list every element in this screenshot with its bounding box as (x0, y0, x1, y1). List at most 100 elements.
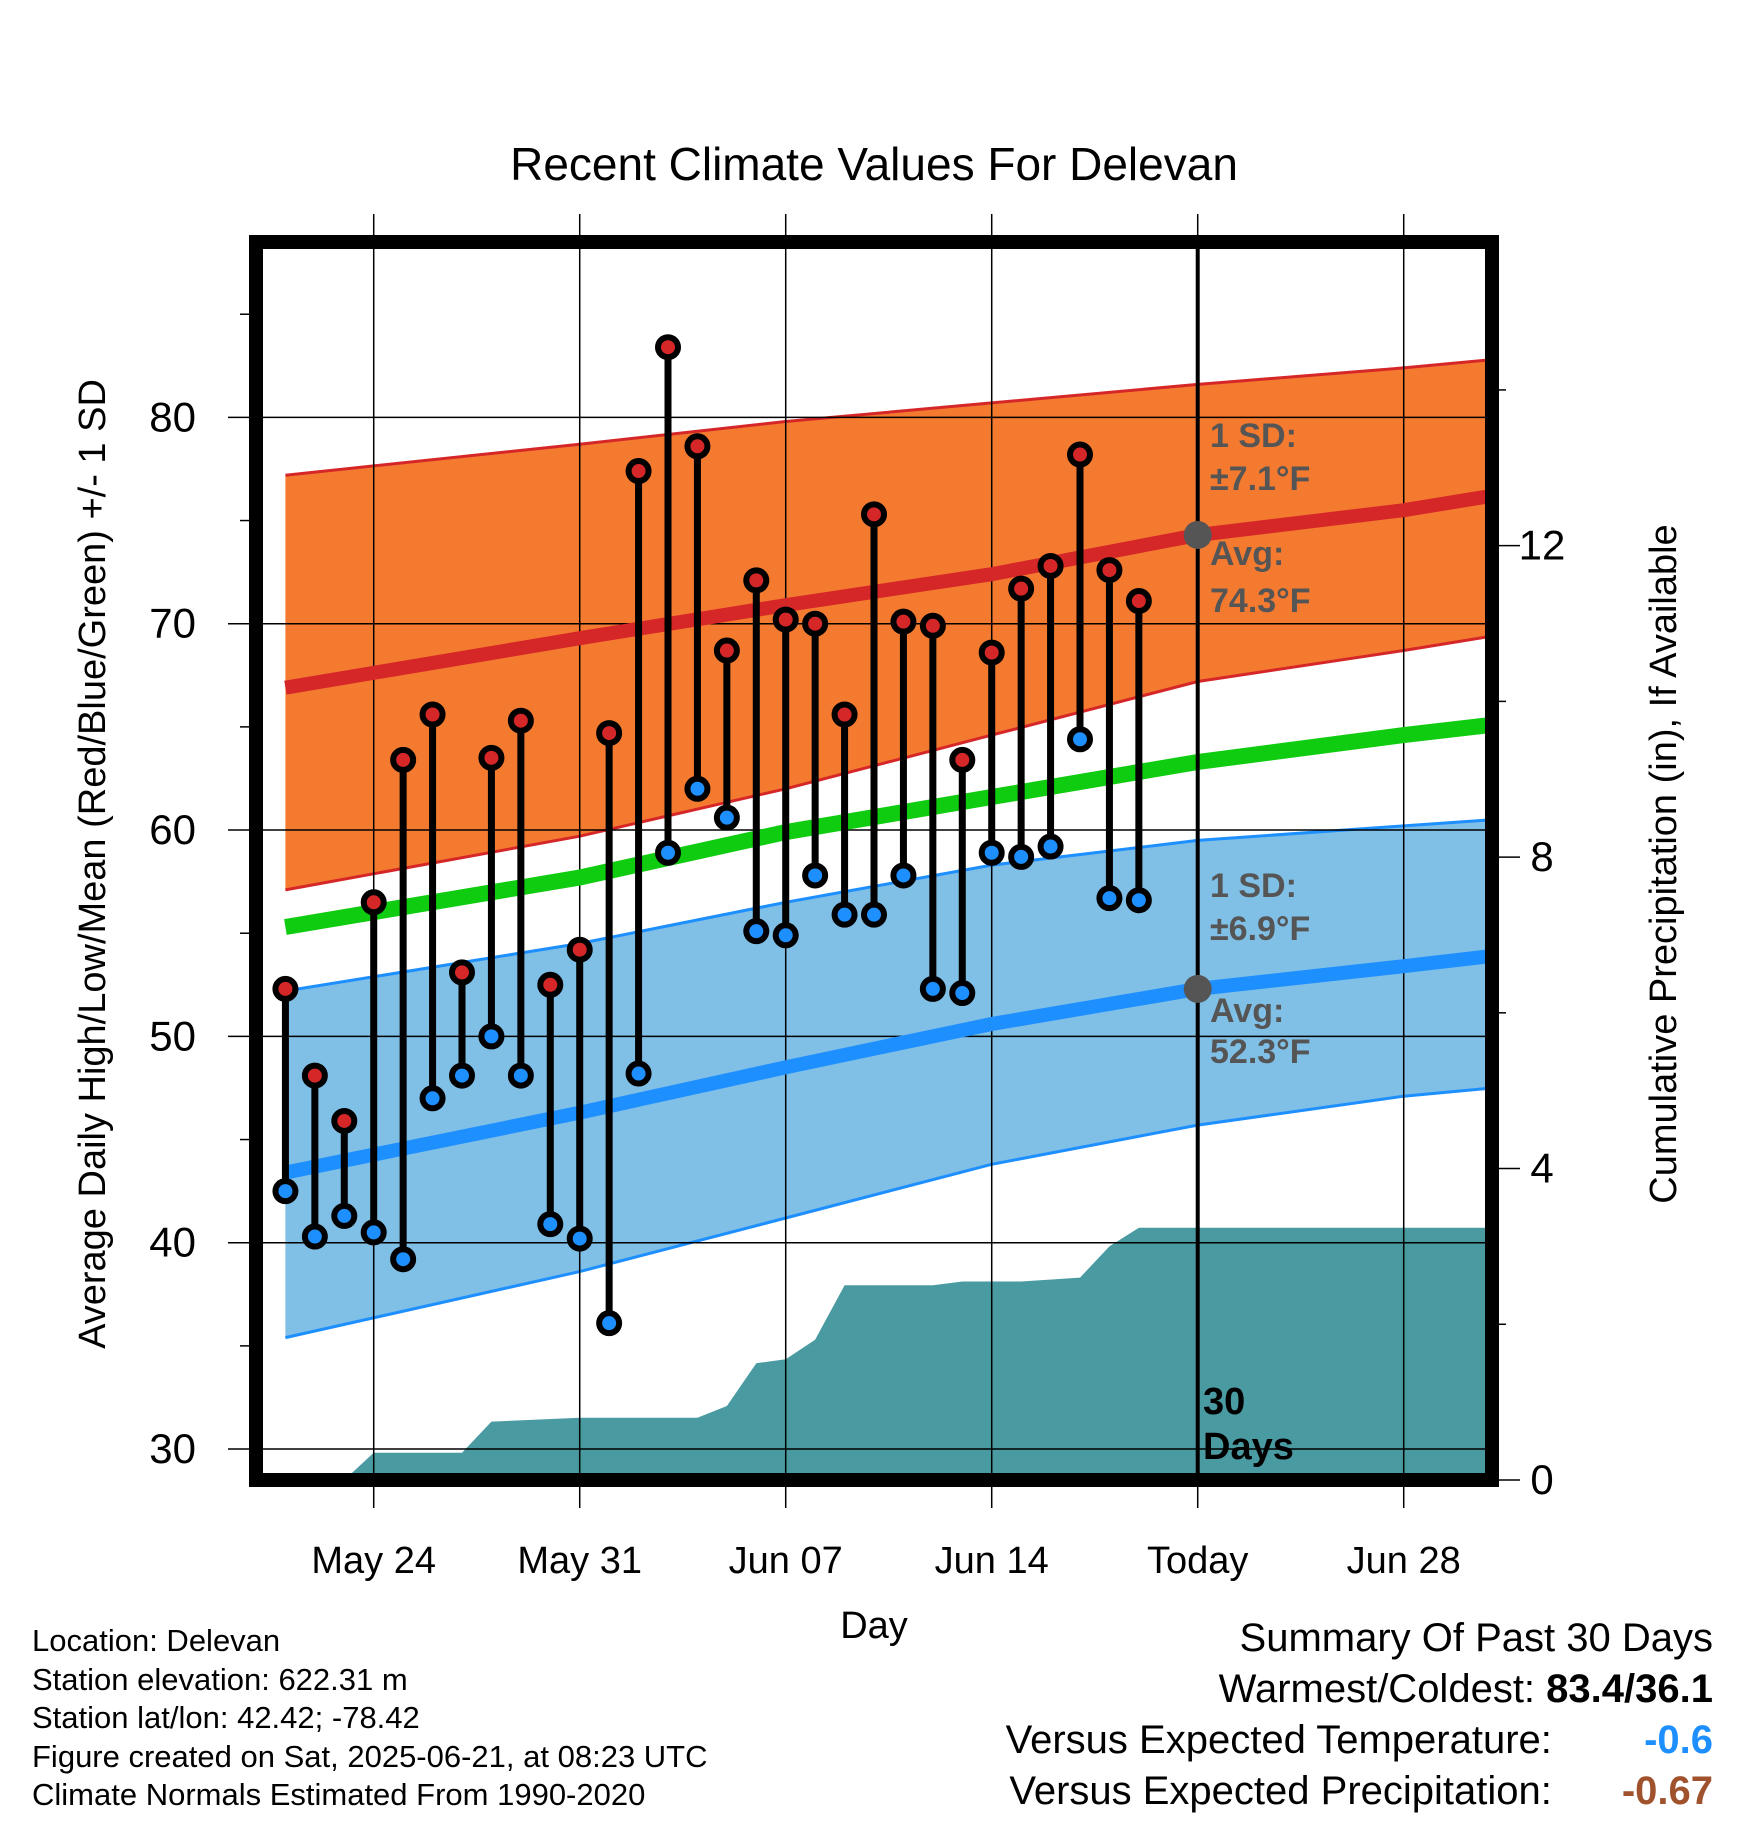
low-point (566, 1225, 593, 1252)
high-sd-value: ±7.1°F (1210, 460, 1310, 498)
y-tick-label: 50 (149, 1012, 196, 1059)
high-point (360, 889, 387, 916)
high-point (566, 936, 593, 963)
low-point (978, 839, 1005, 866)
normal-bands (285, 358, 1492, 1340)
high-point (713, 637, 740, 664)
high-avg-value: 74.3°F (1210, 582, 1311, 620)
high-point (449, 959, 475, 986)
station-metadata: Location: Delevan Station elevation: 622… (32, 1622, 708, 1815)
y-tick-label: 70 (149, 600, 196, 647)
low-point (537, 1211, 564, 1238)
low-point (596, 1310, 623, 1337)
warmest-coldest-label: Warmest/Coldest: (1218, 1667, 1536, 1711)
high-point (743, 567, 770, 594)
high-point (1008, 575, 1035, 602)
low-point (684, 775, 711, 802)
precip-anomaly-label: Versus Expected Precipitation: (1009, 1769, 1552, 1813)
high-point (684, 433, 711, 460)
elevation-text: Station elevation: 622.31 m (32, 1661, 408, 1697)
y2-tick-label: 4 (1530, 1145, 1553, 1192)
low-point (301, 1223, 328, 1250)
high-point (272, 975, 299, 1002)
x-tick-label: Jun 28 (1347, 1540, 1461, 1582)
x-tick-label: May 24 (311, 1540, 436, 1582)
temp-anomaly-value: -0.6 (1644, 1718, 1713, 1762)
y2-axis-title: Cumulative Precipitation (in), If Availa… (1643, 524, 1685, 1203)
high-point (331, 1107, 358, 1134)
x-tick-label: Jun 14 (935, 1540, 1049, 1582)
warmest-coldest-value: 83.4/36.1 (1546, 1667, 1713, 1711)
high-point (1125, 588, 1152, 615)
low-point (625, 1060, 652, 1087)
low-point (360, 1219, 387, 1246)
x-tick-label: May 31 (517, 1540, 642, 1582)
low-sd-value: ±6.9°F (1210, 910, 1310, 948)
created-text: Figure created on Sat, 2025-06-21, at 08… (32, 1738, 708, 1774)
high-point (1037, 552, 1064, 579)
low-point (449, 1062, 475, 1089)
high-point (890, 608, 917, 635)
y-tick-label: 80 (149, 393, 196, 440)
low-point (272, 1178, 299, 1205)
low-point (802, 862, 829, 889)
high-point (949, 746, 976, 773)
high-point (978, 639, 1005, 666)
location-text: Location: Delevan (32, 1623, 281, 1658)
high-point (419, 701, 446, 728)
high-point (919, 612, 946, 639)
high-point (831, 701, 858, 728)
low-point (1125, 887, 1152, 914)
x-tick-label: Jun 07 (729, 1540, 843, 1582)
high-point (802, 610, 829, 637)
low-point (1096, 885, 1123, 912)
today-low-avg-marker (1183, 974, 1212, 1003)
high-avg-label: Avg: (1210, 535, 1284, 573)
observations (272, 334, 1152, 1337)
low-point (419, 1085, 446, 1112)
low-point (390, 1246, 417, 1273)
today-line (1183, 242, 1212, 1480)
y2-tick-label: 8 (1530, 833, 1553, 880)
low-point (1067, 726, 1093, 753)
low-point (713, 804, 740, 831)
high-point (507, 707, 534, 734)
low-point (331, 1202, 358, 1229)
y2-tick-label: 0 (1530, 1456, 1553, 1503)
axes: May 24 May 31 Jun 07 Jun 14 Today Jun 2830405… (149, 313, 1566, 1582)
high-point (596, 720, 623, 747)
precip-cumulative-area (285, 1227, 1492, 1480)
today-high-avg-marker (1183, 520, 1212, 549)
y-axis-title: Average Daily High/Low/Mean (Red/Blue/Gr… (72, 379, 114, 1349)
summary-heading: Summary Of Past 30 Days (1239, 1616, 1713, 1660)
precip-anomaly-value: -0.67 (1621, 1769, 1713, 1813)
high-sd-label: 1 SD: (1210, 417, 1297, 455)
high-point (537, 971, 564, 998)
temp-anomaly-label: Versus Expected Temperature: (1005, 1718, 1552, 1762)
plot-border (249, 235, 1499, 1487)
high-point (1067, 441, 1093, 468)
normal-high-line (284, 488, 1492, 695)
y-tick-label: 40 (149, 1219, 196, 1266)
low-point (831, 901, 858, 928)
low-point (1008, 843, 1035, 870)
low-point (655, 839, 681, 866)
low-avg-value: 52.3°F (1210, 1033, 1311, 1071)
low-point (743, 918, 770, 945)
low-point (478, 1023, 505, 1050)
y-tick-label: 60 (149, 806, 196, 853)
high-point (655, 334, 681, 361)
low-point (919, 975, 946, 1002)
plot-frame (249, 235, 1499, 1487)
summary-panel: Summary Of Past 30 Days Warmest/Coldest:… (1006, 1613, 1713, 1817)
precip-area (285, 1227, 1492, 1480)
high-sd-band (285, 359, 1492, 890)
low-point (861, 901, 887, 928)
low-point (772, 922, 799, 949)
window-count: 30 (1203, 1381, 1245, 1423)
high-point (478, 744, 505, 771)
low-point (890, 862, 917, 889)
y2-tick-label: 12 (1519, 522, 1566, 569)
low-avg-label: Avg: (1210, 992, 1284, 1030)
